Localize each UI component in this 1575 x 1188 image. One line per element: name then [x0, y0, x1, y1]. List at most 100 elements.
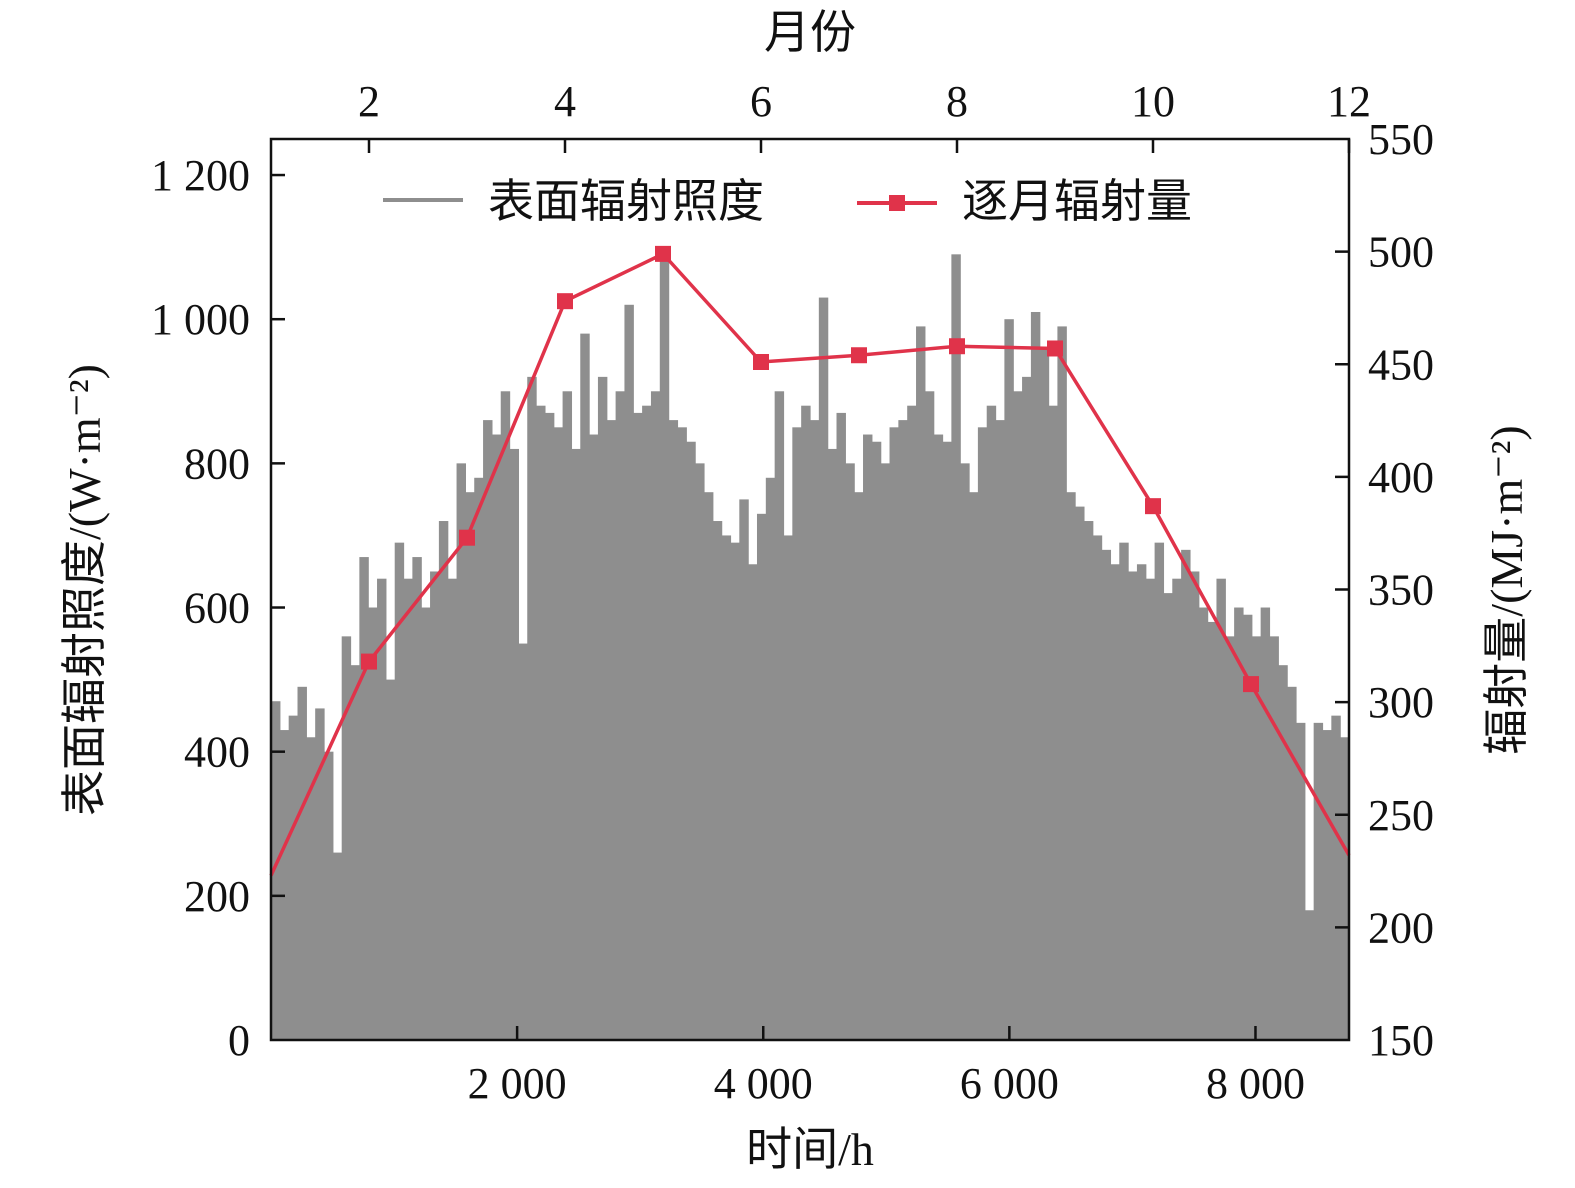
irradiance-bar	[1234, 607, 1244, 1040]
irradiance-bar	[1030, 311, 1041, 1040]
irradiance-bar	[801, 405, 811, 1040]
legend: 表面辐射照度 逐月辐射量	[383, 176, 1192, 227]
irradiance-bar	[589, 434, 599, 1040]
irradiance-bar	[633, 412, 643, 1040]
irradiance-bar	[491, 434, 502, 1040]
irradiance-bar	[810, 420, 820, 1040]
y2-tick-label: 250	[1368, 791, 1434, 840]
irradiance-bar	[527, 376, 537, 1040]
irradiance-bar	[288, 715, 299, 1040]
irradiance-bar	[1145, 578, 1156, 1040]
irradiance-bar	[845, 463, 855, 1040]
irradiance-bar	[377, 578, 387, 1040]
irradiance-bar	[297, 686, 307, 1040]
legend-square-marker-icon	[889, 195, 905, 211]
irradiance-bar	[1260, 607, 1271, 1040]
top-axis-title: 月份	[764, 7, 856, 58]
irradiance-bar	[1172, 578, 1182, 1040]
irradiance-bar	[1207, 621, 1218, 1040]
irradiance-bar	[1110, 564, 1120, 1040]
irradiance-bar	[916, 326, 926, 1041]
irradiance-bar	[324, 751, 334, 1040]
x-tick-label: 8 000	[1206, 1059, 1305, 1108]
irradiance-bar	[712, 521, 723, 1040]
legend-label-monthly: 逐月辐射量	[962, 176, 1192, 227]
irradiance-bar	[765, 477, 776, 1040]
monthly-radiation-point	[459, 529, 475, 546]
irradiance-bar	[889, 427, 899, 1040]
monthly-radiation-point	[655, 245, 671, 262]
irradiance-bar	[279, 730, 290, 1040]
irradiance-bar	[827, 448, 838, 1041]
irradiance-bar	[1083, 521, 1094, 1040]
irradiance-bar	[650, 391, 661, 1040]
irradiance-bar	[871, 441, 882, 1041]
irradiance-bar	[995, 420, 1005, 1040]
irradiance-bar	[509, 448, 520, 1041]
irradiance-bar	[412, 557, 422, 1040]
irradiance-bar	[430, 571, 440, 1040]
irradiance-bar	[1128, 571, 1138, 1040]
irradiance-bar	[695, 463, 705, 1040]
irradiance-bar	[580, 333, 590, 1041]
irradiance-bar	[350, 665, 360, 1040]
irradiance-bar	[438, 521, 449, 1040]
y-tick-label: 200	[184, 872, 250, 921]
irradiance-bar	[1013, 391, 1023, 1040]
irradiance-bar	[1331, 715, 1341, 1040]
irradiance-bar	[536, 405, 546, 1040]
irradiance-bar	[1101, 549, 1112, 1040]
irradiance-bar	[1163, 593, 1173, 1040]
y-tick-label: 1 000	[151, 295, 250, 344]
y-tick-label: 1 200	[151, 151, 250, 200]
x2-tick-label: 10	[1131, 77, 1175, 126]
irradiance-bar	[1269, 636, 1279, 1040]
monthly-radiation-polyline	[269, 251, 1351, 877]
irradiance-bar	[960, 463, 970, 1040]
x-tick-label: 4 000	[714, 1059, 813, 1108]
irradiance-bar	[854, 492, 864, 1040]
x-tick-label: 6 000	[960, 1059, 1059, 1108]
irradiance-bar	[571, 448, 581, 1041]
irradiance-bar	[1039, 348, 1050, 1041]
x2-tick-label: 8	[946, 77, 968, 126]
irradiance-bar	[1340, 737, 1350, 1040]
irradiance-bar	[907, 405, 917, 1040]
irradiance-bar	[1004, 319, 1014, 1040]
y2-tick-label: 550	[1368, 115, 1434, 164]
irradiance-bar	[1225, 636, 1235, 1040]
y-tick-label: 400	[184, 728, 250, 777]
irradiance-bar	[465, 492, 475, 1040]
irradiance-bar	[553, 427, 564, 1040]
irradiance-bar	[686, 441, 696, 1041]
irradiance-bar	[1092, 535, 1103, 1040]
irradiance-bar	[969, 492, 979, 1040]
y2-tick-label: 300	[1368, 678, 1434, 727]
irradiance-bar	[447, 578, 458, 1040]
monthly-radiation-point	[1145, 498, 1161, 515]
y2-tick-label: 150	[1368, 1016, 1434, 1065]
irradiance-bar	[456, 463, 466, 1040]
irradiance-bar	[942, 441, 952, 1041]
monthly-radiation-point	[949, 338, 965, 355]
irradiance-bar	[774, 391, 785, 1040]
axis-ticks: 2 000 4 000 6 000 8 000 2 4 6 8 10 12 0 200 400 600 80…	[151, 77, 1434, 1108]
irradiance-bar	[898, 420, 908, 1040]
irradiance-bar	[783, 535, 793, 1040]
y-axis-title: 表面辐射照度/(W·m⁻²)	[59, 364, 110, 816]
irradiance-bar	[1242, 614, 1253, 1040]
irradiance-bar	[1216, 578, 1226, 1040]
irradiance-bar	[818, 297, 829, 1040]
irradiance-bar	[1198, 607, 1209, 1040]
irradiance-bar	[606, 420, 617, 1040]
irradiance-bar	[624, 304, 634, 1040]
irradiance-bar	[315, 708, 325, 1040]
irradiance-bar	[368, 607, 378, 1040]
irradiance-bar	[1181, 549, 1191, 1040]
y2-tick-label: 500	[1368, 228, 1434, 277]
irradiance-bar	[1313, 722, 1324, 1040]
irradiance-bar	[615, 391, 626, 1040]
irradiance-bar	[924, 391, 935, 1040]
x2-tick-label: 6	[750, 77, 772, 126]
irradiance-bar	[1066, 492, 1076, 1040]
